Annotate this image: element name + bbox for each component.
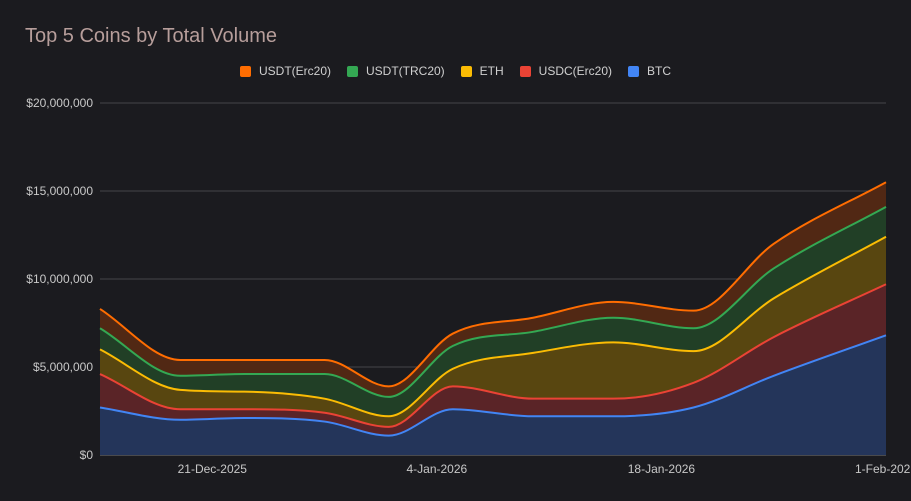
area-btc [100,335,886,455]
legend-item-usdt-erc20[interactable]: USDT(Erc20) [239,64,331,78]
y-tick-label: $0 [80,448,94,462]
legend-swatch-usdc-erc20 [519,65,531,77]
line-btc [99,334,887,437]
legend-swatch-usdt-trc20 [347,65,358,77]
chart-title: Top 5 Coins by Total Volume [25,25,278,47]
legend-label-btc: BTC [647,64,672,78]
chart-legend: USDT(Erc20) USDT(TRC20) ETH USDC(Erc20) … [0,64,911,78]
legend-swatch-eth [460,65,472,77]
x-tick-label: 4-Jan-2026 [406,462,467,476]
line-eth [99,235,887,418]
legend-label-usdc-erc20: USDC(Erc20) [538,64,613,78]
legend-item-usdc-erc20[interactable]: USDC(Erc20) [519,64,613,78]
line-usdc-erc20 [99,283,887,428]
legend-swatch-btc [628,65,640,77]
y-tick-label: $15,000,000 [26,184,93,198]
legend-item-usdt-trc20[interactable]: USDT(TRC20) [347,64,445,78]
y-tick-label: $20,000,000 [26,96,93,110]
legend-label-usdt-trc20: USDT(TRC20) [366,64,445,78]
legend-swatch-usdt-erc20 [239,65,251,77]
y-tick-label: $10,000,000 [26,272,93,286]
y-tick-label: $5,000,000 [33,360,93,374]
area-eth [100,236,886,427]
area-usdc-erc20 [100,284,886,436]
legend-label-usdt-erc20: USDT(Erc20) [258,64,331,78]
area-usdt-trc20 [100,206,886,417]
legend-item-btc[interactable]: BTC [628,64,671,78]
x-tick-label: 21-Dec-2025 [178,462,248,476]
legend-item-eth[interactable]: ETH [460,64,504,78]
x-tick-label: 1-Feb-2026 [855,462,911,476]
x-tick-label: 18-Jan-2026 [628,462,696,476]
line-usdt-trc20 [99,205,887,398]
line-usdt-erc20 [99,181,887,388]
legend-label-eth: ETH [479,64,504,78]
